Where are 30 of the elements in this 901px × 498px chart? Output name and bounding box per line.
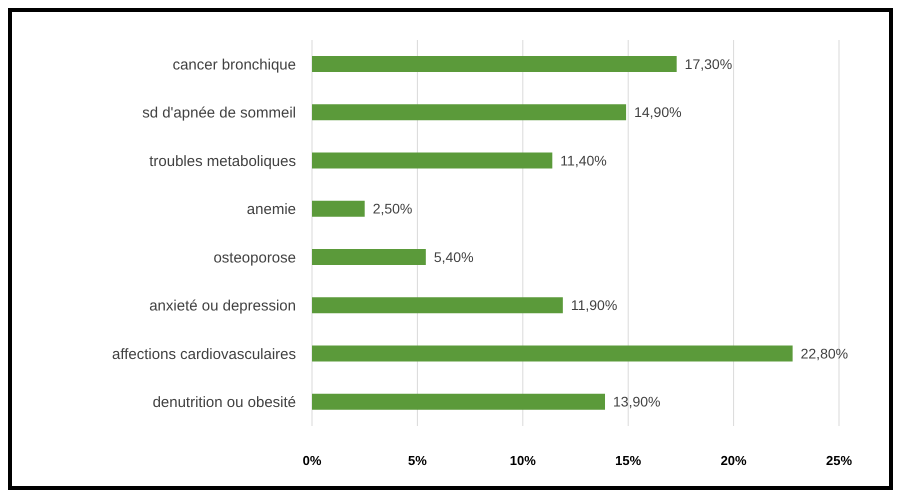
y-tick-label: anxieté ou depression bbox=[149, 298, 296, 315]
y-tick-label: anemie bbox=[246, 201, 296, 218]
x-tick-label: 0% bbox=[302, 453, 322, 468]
data-label: 14,90% bbox=[634, 104, 682, 120]
data-label: 5,40% bbox=[434, 248, 474, 265]
data-label: 22,80% bbox=[800, 345, 848, 362]
bar bbox=[312, 249, 426, 265]
y-tick-label: troubles metaboliques bbox=[149, 152, 296, 170]
bar bbox=[312, 346, 793, 362]
y-tick-label: sd d'apnée de sommeil bbox=[142, 104, 296, 122]
y-tick-label: cancer bronchique bbox=[172, 56, 296, 74]
x-tick-label: 5% bbox=[408, 453, 428, 468]
bar bbox=[312, 297, 563, 314]
x-tick-label: 15% bbox=[615, 453, 642, 468]
data-label: 11,90% bbox=[570, 297, 618, 314]
data-label: 17,30% bbox=[684, 56, 732, 72]
y-tick-label: denutrition ou obesité bbox=[152, 394, 296, 412]
x-tick-label: 10% bbox=[510, 453, 536, 468]
bar bbox=[312, 394, 606, 410]
data-label: 13,90% bbox=[613, 394, 660, 410]
bar bbox=[312, 56, 677, 72]
y-tick-label: affections cardiovasculaires bbox=[112, 346, 296, 363]
bar bbox=[312, 200, 365, 217]
bar bbox=[312, 152, 552, 168]
x-tick-label: 20% bbox=[720, 453, 748, 468]
bar bbox=[312, 104, 626, 120]
data-label: 11,40% bbox=[560, 152, 607, 168]
y-tick-label: osteoporose bbox=[213, 249, 296, 266]
x-tick-label: 25% bbox=[826, 453, 852, 468]
data-label: 2,50% bbox=[372, 200, 412, 217]
